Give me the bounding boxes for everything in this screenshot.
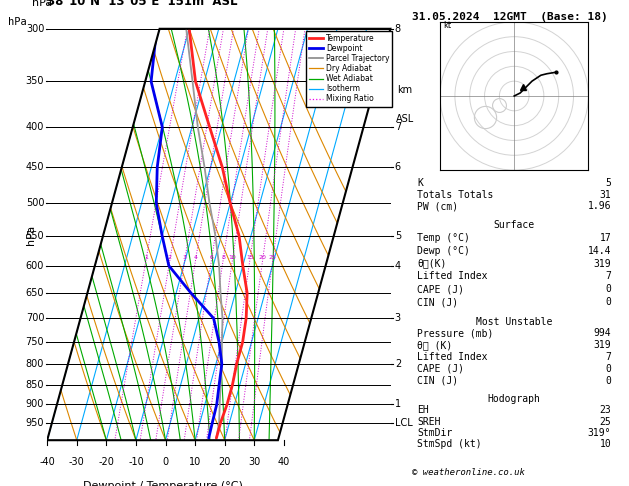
- Text: 500: 500: [26, 198, 44, 208]
- Text: 25: 25: [269, 255, 277, 260]
- Text: Hodograph: Hodograph: [487, 394, 541, 404]
- Text: 17: 17: [599, 233, 611, 243]
- Text: 5: 5: [605, 178, 611, 189]
- Text: 40: 40: [278, 457, 290, 467]
- Text: PW (cm): PW (cm): [417, 201, 459, 211]
- Text: -40: -40: [39, 457, 55, 467]
- Text: 750: 750: [26, 337, 44, 347]
- Text: 400: 400: [26, 122, 44, 132]
- Text: -10: -10: [128, 457, 144, 467]
- Text: 15: 15: [246, 255, 253, 260]
- Text: hPa: hPa: [32, 0, 53, 8]
- Text: K: K: [417, 178, 423, 189]
- Text: LCL: LCL: [395, 417, 413, 428]
- Text: 3: 3: [395, 313, 401, 323]
- Text: 4: 4: [395, 260, 401, 271]
- Text: Totals Totals: Totals Totals: [417, 190, 494, 200]
- Text: 5: 5: [395, 231, 401, 241]
- Legend: Temperature, Dewpoint, Parcel Trajectory, Dry Adiabat, Wet Adiabat, Isotherm, Mi: Temperature, Dewpoint, Parcel Trajectory…: [306, 31, 392, 106]
- Text: 650: 650: [26, 288, 44, 298]
- Text: hPa: hPa: [26, 225, 36, 244]
- Text: 0: 0: [162, 457, 169, 467]
- Text: 38°10’N  13°05’E  151m  ASL: 38°10’N 13°05’E 151m ASL: [47, 0, 238, 8]
- Text: 300: 300: [26, 24, 44, 34]
- Text: CIN (J): CIN (J): [417, 297, 459, 307]
- Text: SREH: SREH: [417, 417, 441, 427]
- Text: Surface: Surface: [494, 220, 535, 230]
- Text: 20: 20: [218, 457, 231, 467]
- Text: CIN (J): CIN (J): [417, 376, 459, 386]
- Text: 1: 1: [395, 399, 401, 409]
- Text: 800: 800: [26, 359, 44, 369]
- Text: 23: 23: [599, 405, 611, 416]
- Text: 10: 10: [189, 457, 201, 467]
- Text: 550: 550: [26, 231, 44, 241]
- Text: 319: 319: [594, 340, 611, 350]
- Text: 850: 850: [26, 380, 44, 390]
- Text: 0: 0: [605, 364, 611, 374]
- Text: kt: kt: [443, 21, 451, 30]
- Text: © weatheronline.co.uk: © weatheronline.co.uk: [412, 468, 525, 477]
- Text: Most Unstable: Most Unstable: [476, 317, 552, 327]
- Text: θᴇ(K): θᴇ(K): [417, 259, 447, 269]
- Text: 31.05.2024  12GMT  (Base: 18): 31.05.2024 12GMT (Base: 18): [412, 12, 608, 22]
- Text: 10: 10: [599, 439, 611, 450]
- Text: Lifted Index: Lifted Index: [417, 271, 487, 281]
- Text: 0: 0: [605, 284, 611, 294]
- Text: -30: -30: [69, 457, 85, 467]
- Text: 7: 7: [395, 122, 401, 132]
- Text: 700: 700: [26, 313, 44, 323]
- Text: CAPE (J): CAPE (J): [417, 284, 464, 294]
- Text: StmSpd (kt): StmSpd (kt): [417, 439, 482, 450]
- Text: ASL: ASL: [396, 114, 415, 124]
- Text: 2: 2: [168, 255, 172, 260]
- Text: 0: 0: [605, 297, 611, 307]
- Text: hPa: hPa: [8, 17, 26, 27]
- Text: 319: 319: [594, 259, 611, 269]
- Text: 8: 8: [395, 24, 401, 34]
- Text: 950: 950: [26, 417, 44, 428]
- Text: Pressure (mb): Pressure (mb): [417, 329, 494, 338]
- Text: 7: 7: [605, 352, 611, 362]
- Text: 3: 3: [183, 255, 187, 260]
- Text: 6: 6: [209, 255, 213, 260]
- Text: 1: 1: [144, 255, 148, 260]
- Text: EH: EH: [417, 405, 429, 416]
- Text: θᴇ (K): θᴇ (K): [417, 340, 452, 350]
- Text: km: km: [398, 86, 413, 96]
- Text: 10: 10: [228, 255, 237, 260]
- Text: 450: 450: [26, 162, 44, 173]
- Text: 8: 8: [221, 255, 225, 260]
- Text: 31: 31: [599, 190, 611, 200]
- Text: 7: 7: [605, 271, 611, 281]
- Text: 319°: 319°: [587, 428, 611, 438]
- Text: 6: 6: [395, 162, 401, 173]
- Text: 900: 900: [26, 399, 44, 409]
- Text: 2: 2: [395, 359, 401, 369]
- Text: 20: 20: [259, 255, 267, 260]
- Text: 0: 0: [605, 376, 611, 386]
- Text: 600: 600: [26, 260, 44, 271]
- Text: Dewp (°C): Dewp (°C): [417, 246, 470, 256]
- Text: CAPE (J): CAPE (J): [417, 364, 464, 374]
- Text: 30: 30: [248, 457, 260, 467]
- Text: Temp (°C): Temp (°C): [417, 233, 470, 243]
- Text: -20: -20: [98, 457, 114, 467]
- Text: 994: 994: [594, 329, 611, 338]
- Text: 1.96: 1.96: [587, 201, 611, 211]
- Text: Dewpoint / Temperature (°C): Dewpoint / Temperature (°C): [82, 481, 243, 486]
- Text: 14.4: 14.4: [587, 246, 611, 256]
- Text: 350: 350: [26, 76, 44, 87]
- Text: 4: 4: [194, 255, 198, 260]
- Text: StmDir: StmDir: [417, 428, 452, 438]
- Text: Lifted Index: Lifted Index: [417, 352, 487, 362]
- Text: 25: 25: [599, 417, 611, 427]
